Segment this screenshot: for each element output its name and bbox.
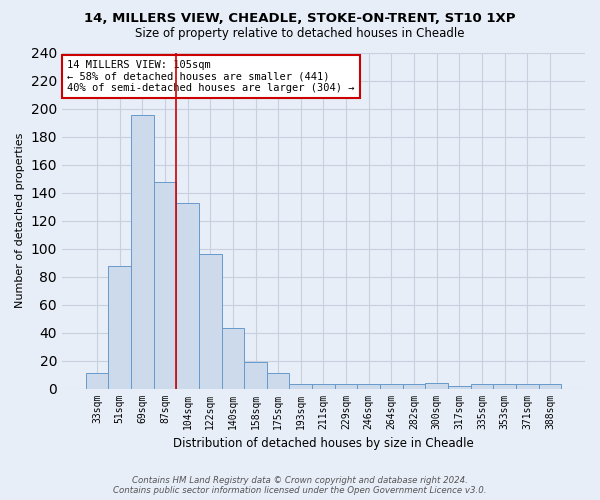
Bar bbox=[448, 386, 470, 388]
Bar bbox=[289, 384, 312, 388]
Bar bbox=[470, 384, 493, 388]
Bar bbox=[221, 328, 244, 388]
Text: Contains HM Land Registry data © Crown copyright and database right 2024.
Contai: Contains HM Land Registry data © Crown c… bbox=[113, 476, 487, 495]
Bar bbox=[86, 373, 109, 388]
Bar bbox=[403, 384, 425, 388]
Bar bbox=[312, 384, 335, 388]
Text: 14, MILLERS VIEW, CHEADLE, STOKE-ON-TRENT, ST10 1XP: 14, MILLERS VIEW, CHEADLE, STOKE-ON-TREN… bbox=[84, 12, 516, 26]
Text: Size of property relative to detached houses in Cheadle: Size of property relative to detached ho… bbox=[135, 28, 465, 40]
Bar bbox=[154, 182, 176, 388]
Bar bbox=[425, 383, 448, 388]
Bar bbox=[176, 202, 199, 388]
Bar bbox=[267, 373, 289, 388]
Bar bbox=[358, 384, 380, 388]
Bar bbox=[131, 114, 154, 388]
Bar bbox=[516, 384, 539, 388]
Bar bbox=[199, 254, 221, 388]
Bar bbox=[244, 362, 267, 388]
X-axis label: Distribution of detached houses by size in Cheadle: Distribution of detached houses by size … bbox=[173, 437, 474, 450]
Bar bbox=[109, 266, 131, 388]
Y-axis label: Number of detached properties: Number of detached properties bbox=[15, 133, 25, 308]
Text: 14 MILLERS VIEW: 105sqm
← 58% of detached houses are smaller (441)
40% of semi-d: 14 MILLERS VIEW: 105sqm ← 58% of detache… bbox=[67, 60, 355, 93]
Bar bbox=[335, 384, 358, 388]
Bar bbox=[380, 384, 403, 388]
Bar bbox=[493, 384, 516, 388]
Bar bbox=[539, 384, 561, 388]
